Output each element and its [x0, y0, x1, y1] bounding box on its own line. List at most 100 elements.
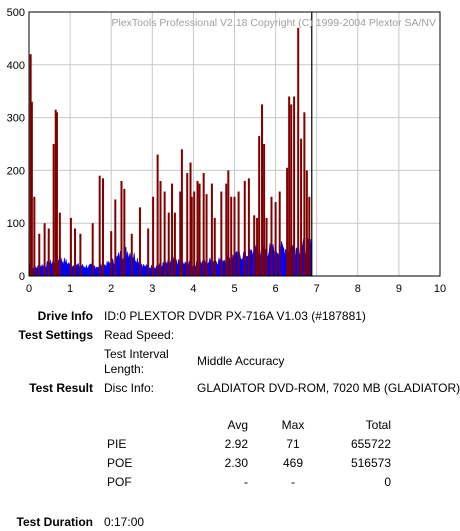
disc-info-label: Disc Info:	[104, 381, 155, 395]
poe-spike	[258, 136, 261, 276]
poe-spike	[263, 144, 266, 276]
poe-spike	[278, 191, 281, 276]
poe-spike	[171, 183, 174, 276]
poe-spike	[230, 196, 233, 276]
poe-spike	[101, 178, 104, 276]
poe-spike	[55, 112, 58, 276]
y-tick-label: 200	[7, 165, 25, 177]
poe-spike	[198, 183, 201, 276]
x-tick-label: 2	[108, 283, 114, 295]
poe-spike	[58, 212, 61, 276]
poe-spike	[79, 233, 82, 276]
poe-spike	[286, 167, 289, 276]
poe-spike	[114, 199, 117, 276]
poe-spike	[52, 144, 55, 276]
poe-spike	[193, 191, 196, 276]
poe-spike	[243, 180, 246, 276]
y-tick-label: 400	[7, 60, 25, 72]
poe-spike	[47, 228, 50, 276]
poe-spike	[190, 196, 193, 276]
test-result-label: Test Result	[29, 381, 93, 395]
y-tick-label: 0	[19, 271, 25, 283]
x-tick-label: 10	[434, 283, 446, 295]
poe-spike	[196, 180, 199, 276]
poe-spike	[247, 178, 250, 276]
poe-series	[29, 27, 311, 277]
x-tick-label: 3	[149, 283, 155, 295]
plextools-error-chart: PlexTools Professional V2.18 Copyright (…	[7, 7, 446, 295]
row-max-pie: 71	[286, 437, 300, 451]
x-tick-label: 4	[190, 283, 196, 295]
poe-spike	[202, 173, 205, 276]
poe-spike	[152, 196, 155, 276]
x-tick-label: 1	[67, 283, 73, 295]
poe-spike	[256, 217, 259, 276]
poe-spike	[147, 228, 150, 276]
poe-spike	[265, 217, 268, 276]
x-tick-label: 6	[273, 283, 279, 295]
poe-spike	[186, 173, 189, 276]
poe-spike	[205, 194, 208, 276]
test-interval-label: Test Interval	[104, 347, 169, 361]
x-tick-label: 0	[26, 283, 32, 295]
x-tick-label: 5	[231, 283, 237, 295]
poe-spike	[156, 154, 159, 276]
test-interval-value: Middle Accuracy	[197, 354, 285, 368]
row-total-pie: 655722	[350, 437, 391, 451]
poe-spike	[173, 212, 176, 276]
row-max-pof: -	[291, 475, 295, 489]
poe-spike	[98, 175, 101, 276]
poe-spike	[33, 196, 36, 276]
chart-title: PlexTools Professional V2.18 Copyright (…	[112, 17, 437, 29]
poe-spike	[74, 228, 77, 276]
poe-spike	[120, 180, 123, 276]
row-avg-pie: 2.92	[224, 437, 248, 451]
read-speed-label: Read Speed:	[104, 328, 175, 342]
poe-spike	[110, 231, 113, 276]
poe-spike	[297, 27, 300, 277]
header-max: Max	[281, 418, 305, 432]
poe-spike	[213, 217, 216, 276]
test-duration-label: Test Duration	[16, 515, 93, 529]
poe-spike	[303, 112, 306, 276]
poe-spike	[130, 233, 133, 276]
poe-spike	[43, 223, 46, 276]
poe-spike	[69, 217, 72, 276]
poe-spike	[29, 54, 32, 276]
test-duration-value: 0:17:00	[104, 515, 145, 529]
poe-spike	[167, 212, 170, 276]
row-avg-pof: -	[244, 475, 248, 489]
poe-spike	[270, 196, 273, 276]
row-name-pof: POF	[107, 475, 132, 489]
poe-spike	[305, 170, 308, 276]
poe-spike	[237, 191, 240, 276]
poe-spike	[293, 96, 296, 276]
row-max-poe: 469	[282, 456, 304, 470]
drive-info-label: Drive Info	[37, 309, 93, 323]
poe-spike	[30, 101, 33, 276]
poe-spike	[54, 109, 57, 277]
poe-spike	[308, 196, 311, 276]
poe-spike	[189, 162, 192, 276]
poe-spike	[138, 207, 141, 276]
poe-spike	[220, 191, 223, 276]
poe-spike	[123, 188, 126, 276]
poe-spike	[300, 138, 303, 276]
header-avg: Avg	[227, 418, 248, 432]
poe-spike	[290, 104, 293, 277]
row-total-poe: 516573	[350, 456, 391, 470]
x-tick-label: 9	[396, 283, 402, 295]
test-interval-length-label: Length:	[104, 362, 145, 376]
poe-spike	[180, 149, 183, 276]
x-tick-label: 7	[314, 283, 320, 295]
row-name-pie: PIE	[107, 437, 127, 451]
header-total: Total	[365, 418, 391, 432]
x-tick-label: 8	[355, 283, 361, 295]
poe-spike	[91, 223, 94, 276]
poe-spike	[179, 191, 182, 276]
y-tick-label: 100	[7, 218, 25, 230]
test-settings-label: Test Settings	[18, 328, 93, 342]
poe-spike	[233, 196, 236, 276]
y-tick-label: 300	[7, 113, 25, 125]
x-axis-ticks: 0 1 2 3 4 5 6 7 8 9 10	[26, 283, 446, 295]
